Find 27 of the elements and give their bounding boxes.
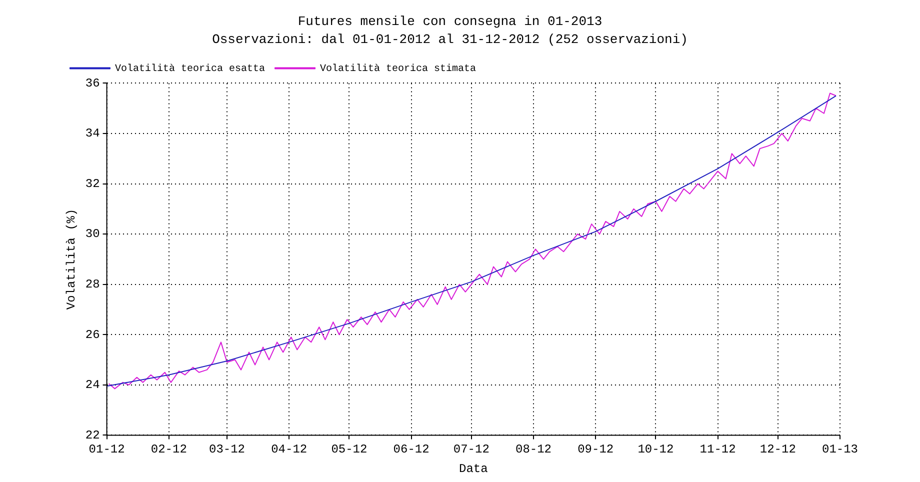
y-tick-label: 22	[85, 428, 100, 442]
x-tick-label: 01-12	[88, 442, 125, 457]
y-tick-label: 28	[85, 278, 100, 292]
chart-title: Futures mensile con consegna in 01-2013	[298, 14, 602, 30]
x-tick-label: 02-12	[150, 442, 187, 457]
x-tick-label: 06-12	[393, 442, 430, 457]
chart-subtitle: Osservazioni: dal 01-01-2012 al 31-12-2012 (252 osservazioni)	[212, 32, 688, 47]
x-tick-label: 09-12	[578, 442, 614, 457]
y-tick-label: 24	[85, 378, 100, 392]
y-tick-label: 32	[85, 176, 100, 191]
x-tick-label: 12-12	[760, 442, 796, 457]
x-tick-label: 10-12	[638, 442, 674, 457]
y-tick-label: 26	[85, 328, 100, 342]
x-tick-label: 03-12	[208, 442, 246, 457]
x-axis-title: Data	[458, 462, 488, 476]
x-tick-label: 08-12	[515, 442, 552, 457]
y-axis-title: Volatilità (%)	[64, 208, 78, 310]
legend-label: Volatilità teorica stimata	[320, 62, 476, 75]
x-tick-label: 11-12	[700, 442, 736, 457]
y-tick-label: 36	[85, 76, 100, 90]
x-tick-label: 04-12	[271, 442, 308, 457]
y-tick-label: 30	[85, 227, 100, 242]
x-tick-label: 07-12	[453, 442, 490, 457]
x-tick-label: 05-12	[331, 442, 368, 457]
x-tick-label: 01-13	[822, 442, 858, 457]
legend-label: Volatilità teorica esatta	[115, 62, 266, 75]
y-tick-label: 34	[85, 126, 100, 141]
